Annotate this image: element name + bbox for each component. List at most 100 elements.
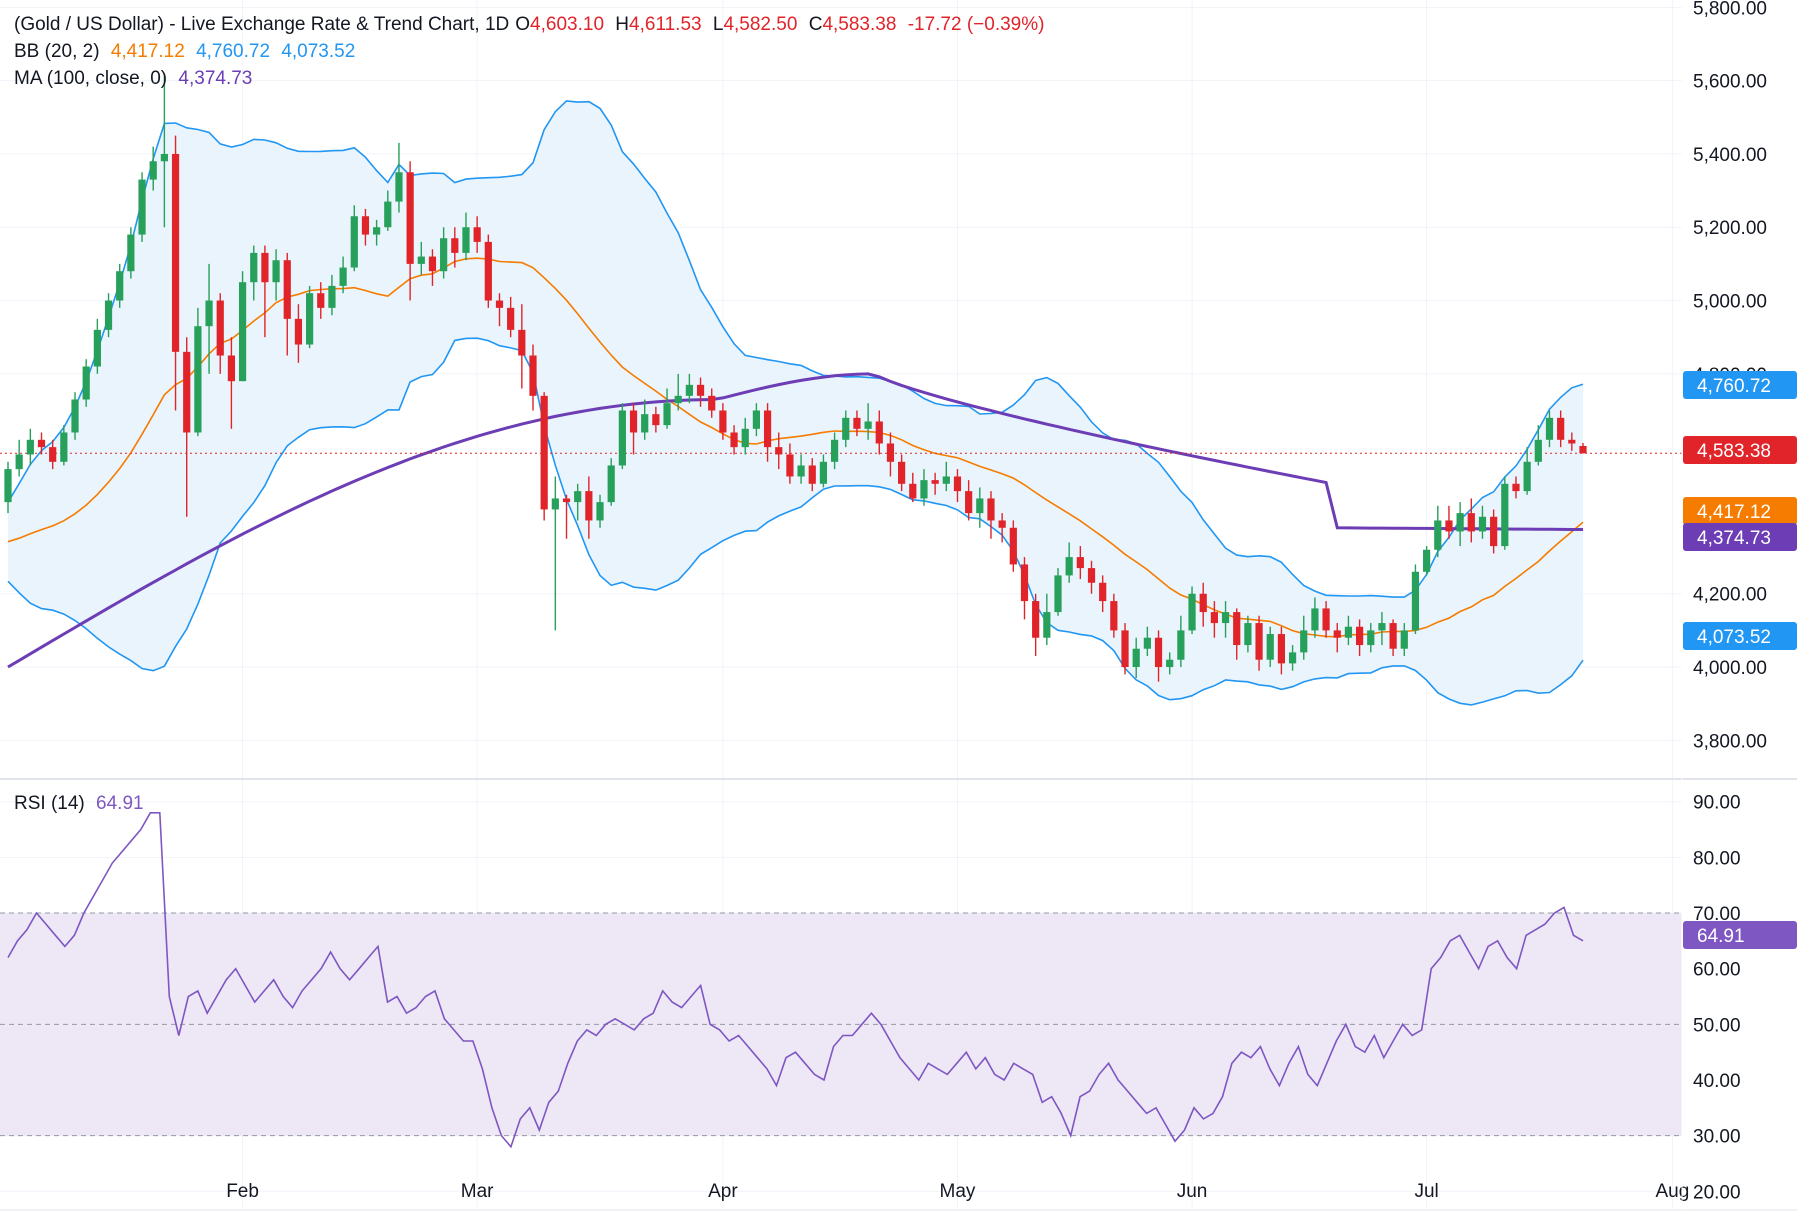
candle-body <box>1288 652 1297 664</box>
candle-down <box>1210 601 1218 638</box>
candle-body <box>1311 608 1319 631</box>
candle-body <box>216 300 224 356</box>
candle-body <box>283 260 291 319</box>
candle-down <box>529 344 537 411</box>
candle-up <box>1300 615 1308 660</box>
candle-body <box>1434 520 1442 550</box>
candle-up <box>1501 476 1509 550</box>
candle-up <box>1478 505 1487 539</box>
candle-down <box>1557 410 1565 448</box>
candle-body <box>26 439 34 455</box>
candle-down <box>1322 601 1330 638</box>
candle-body <box>1143 637 1151 649</box>
candle-body <box>339 267 347 286</box>
rsi-legend: RSI (14) 64.91 <box>14 793 150 815</box>
candle-body <box>797 465 805 477</box>
candle-up <box>1423 546 1431 576</box>
candle-body <box>238 282 247 382</box>
candle-body <box>294 318 303 345</box>
candle-down <box>1333 623 1341 653</box>
ma-legend: MA (100, close, 0) 4,374.73 <box>14 68 258 90</box>
candle-body <box>1389 623 1397 649</box>
candle-body <box>1467 513 1475 532</box>
rsi-tick-label: 60.00 <box>1693 960 1741 981</box>
candle-body <box>551 498 559 510</box>
candle-down <box>1154 630 1163 682</box>
candle-down <box>1087 560 1096 594</box>
y-tick-label: 3,800.00 <box>1693 731 1767 752</box>
candle-down <box>1579 442 1587 454</box>
close-label: C <box>808 14 823 35</box>
candle-down <box>719 403 727 440</box>
candle-up <box>395 142 403 213</box>
candle-body <box>1233 612 1241 646</box>
candle-body <box>384 201 392 228</box>
candle-up <box>741 417 749 455</box>
candle-up <box>250 245 258 301</box>
candle-down <box>1389 619 1397 657</box>
candle-down <box>1032 593 1040 657</box>
candle-body <box>104 300 113 330</box>
candle-up <box>574 483 582 521</box>
candle-up <box>93 318 101 374</box>
candle-up <box>551 476 559 631</box>
bb-lower-line <box>7 337 1584 706</box>
candle-body <box>1445 520 1453 532</box>
candle-body <box>317 293 325 308</box>
symbol-title: (Gold / US Dollar) - Live Exchange Rate … <box>14 14 510 35</box>
candle-body <box>171 153 180 352</box>
candle-body <box>920 480 928 499</box>
candle-body <box>1132 648 1140 668</box>
candle-down <box>406 161 414 301</box>
candle-up <box>596 494 604 528</box>
candle-down <box>1110 593 1118 638</box>
rsi-pane[interactable] <box>0 812 1682 1149</box>
candle-up <box>138 172 146 242</box>
candle-up <box>1244 615 1252 653</box>
candle-body <box>1188 593 1196 631</box>
candle-body <box>1456 513 1464 532</box>
candle-down <box>1121 623 1129 675</box>
badge-box <box>1683 523 1797 551</box>
price-pane[interactable] <box>0 73 1682 706</box>
candle-body <box>373 227 381 235</box>
candle-body <box>752 410 761 429</box>
candle-body <box>685 384 693 396</box>
candle-body <box>1322 608 1330 631</box>
candle-down <box>261 245 269 338</box>
bb-legend: BB (20, 2) 4,417.12 4,760.72 4,073.52 <box>14 41 361 63</box>
candle-body <box>328 285 336 308</box>
ma-value: 4,374.73 <box>178 68 253 89</box>
candle-up <box>328 274 336 316</box>
candle-body <box>160 153 168 162</box>
candle-up <box>685 373 693 404</box>
candle-up <box>1043 593 1051 646</box>
candle-body <box>864 421 872 429</box>
candle-body <box>1333 630 1341 638</box>
y-tick-label: 4,200.00 <box>1693 585 1767 606</box>
candle-down <box>216 293 224 374</box>
badge-label: 4,417.12 <box>1697 502 1771 523</box>
y-tick-label: 5,600.00 <box>1693 72 1767 93</box>
x-tick-label: Feb <box>226 1181 259 1202</box>
candle-down <box>1512 476 1520 499</box>
candle-body <box>1087 568 1096 583</box>
candle-up <box>674 373 682 411</box>
candle-up <box>194 307 202 437</box>
candle-up <box>607 458 615 506</box>
candle-body <box>495 300 504 308</box>
candle-body <box>1076 557 1084 569</box>
candle-up <box>149 146 157 191</box>
candle-body <box>909 483 917 499</box>
candle-body <box>942 476 950 484</box>
candle-up <box>1288 645 1297 671</box>
candle-down <box>1445 505 1453 539</box>
candle-down <box>1490 509 1498 554</box>
candle-body <box>786 454 794 477</box>
candle-body <box>965 491 973 514</box>
candle-down <box>1277 626 1286 675</box>
y-tick-label: 5,200.00 <box>1693 218 1767 239</box>
candle-body <box>484 241 492 301</box>
price-badge: 4,417.12 <box>1683 497 1797 525</box>
